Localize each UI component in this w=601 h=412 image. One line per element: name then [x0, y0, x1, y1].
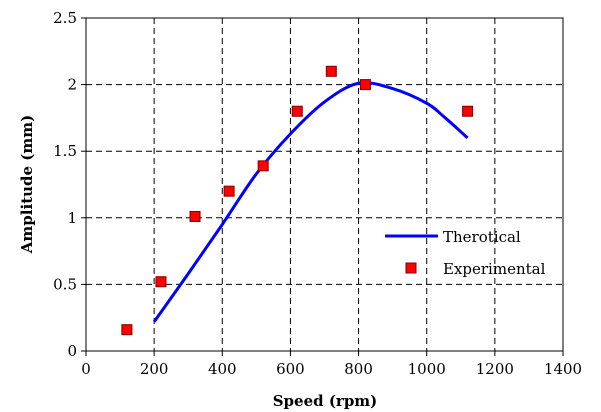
plot-area — [85, 17, 564, 352]
axis-ticks: 0 200 400 600 800 1000 1200 1400 0 0.5 1 1.5 2 2.5 — [53, 9, 582, 378]
y-tick-label: 1.5 — [53, 142, 77, 160]
x-axis-title: Speed (rpm) — [273, 392, 378, 410]
experimental-point — [359, 79, 371, 91]
x-tick-label: 0 — [81, 360, 91, 378]
x-tick-label: 800 — [344, 360, 373, 378]
y-tick-label: 0 — [67, 342, 77, 360]
series — [121, 65, 474, 336]
x-tick-label: 200 — [140, 360, 169, 378]
x-tick-label: 1400 — [544, 360, 582, 378]
experimental-point — [121, 324, 133, 336]
legend: Therotical Experimental — [385, 228, 546, 278]
legend-label-experimental: Experimental — [443, 260, 546, 278]
y-tick-label: 0.5 — [53, 275, 77, 293]
x-tick-label: 600 — [276, 360, 305, 378]
experimental-point — [189, 210, 201, 222]
x-tick-label: 1000 — [408, 360, 446, 378]
y-axis-title: Amplitude (mm) — [18, 115, 36, 254]
experimental-point — [257, 160, 269, 172]
experimental-point — [462, 105, 474, 117]
legend-marker-swatch — [405, 262, 417, 274]
y-tick-label: 1 — [67, 209, 77, 227]
series-line-therotical — [152, 81, 469, 323]
legend-label-therotical: Therotical — [443, 228, 521, 246]
x-tick-label: 400 — [208, 360, 237, 378]
experimental-point — [291, 105, 303, 117]
experimental-point — [223, 185, 235, 197]
y-tick-label: 2.5 — [53, 9, 77, 27]
y-tick-label: 2 — [67, 76, 77, 94]
x-tick-label: 1200 — [476, 360, 514, 378]
experimental-point — [325, 65, 337, 77]
experimental-point — [155, 276, 167, 288]
grid — [86, 18, 563, 351]
